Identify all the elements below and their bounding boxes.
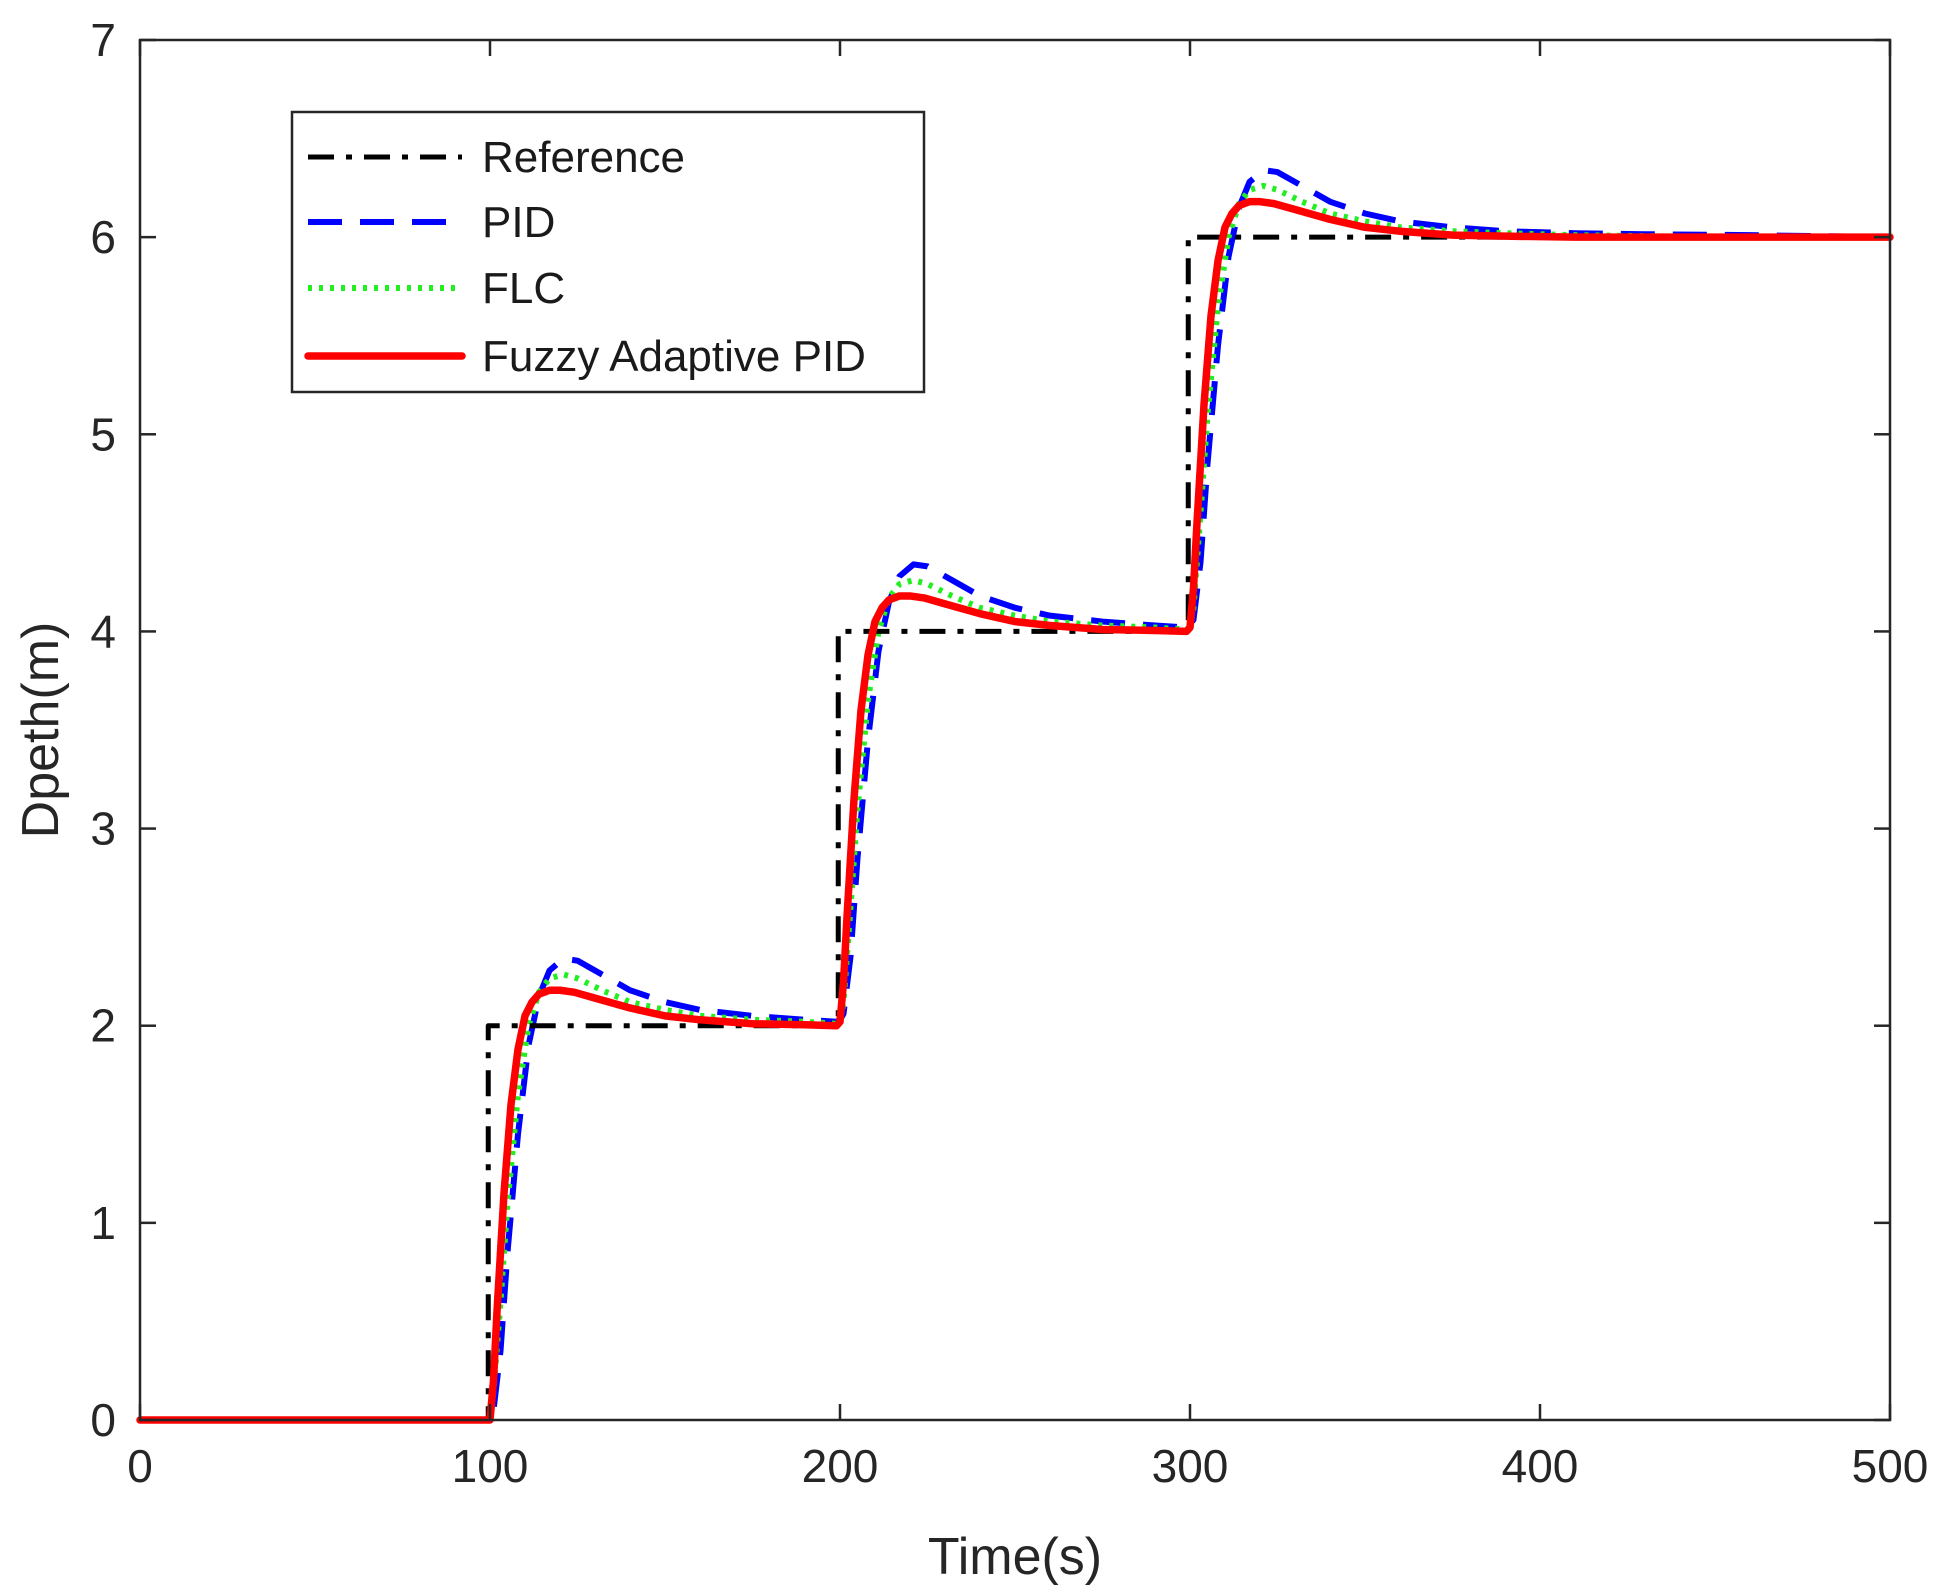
legend-label: Reference (482, 133, 685, 182)
y-tick-label: 7 (90, 14, 116, 66)
x-tick-label: 400 (1502, 1440, 1579, 1492)
x-tick-label: 300 (1152, 1440, 1229, 1492)
x-tick-label: 500 (1852, 1440, 1929, 1492)
series-line-reference (140, 234, 1890, 1423)
series-line-fuzzy-adaptive-pid (136, 197, 1894, 1424)
series-line-pid (140, 167, 1891, 1423)
y-tick-label: 1 (90, 1197, 116, 1249)
y-tick-label: 3 (90, 803, 116, 855)
legend: Reference PID FLC Fuzzy Adaptive PID (290, 110, 926, 394)
legend-label: FLC (482, 264, 565, 313)
x-axis-label: Time(s) (928, 1528, 1102, 1586)
y-tick-label: 6 (90, 211, 116, 263)
y-tick-label: 4 (90, 605, 116, 657)
ticks-layer: 0 100 200 300 400 500 0 1 2 3 4 5 6 7 (90, 14, 1928, 1492)
legend-box (290, 110, 926, 394)
y-tick-label: 2 (90, 1000, 116, 1052)
y-tick-label: 5 (90, 408, 116, 460)
x-tick-label: 0 (127, 1440, 153, 1492)
x-tick-label: 200 (802, 1440, 879, 1492)
y-tick-label: 0 (90, 1394, 116, 1446)
legend-label: PID (482, 198, 555, 247)
axes-frame (138, 38, 1892, 1422)
x-tick-label: 100 (452, 1440, 529, 1492)
y-axis-label: Dpeth(m) (12, 622, 70, 839)
series-layer (136, 167, 1894, 1424)
legend-label: Fuzzy Adaptive PID (482, 332, 866, 381)
